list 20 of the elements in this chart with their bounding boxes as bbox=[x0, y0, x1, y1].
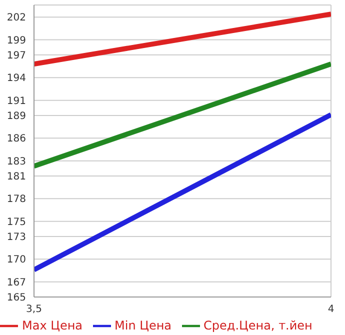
legend-label: Min Цена bbox=[114, 318, 172, 332]
y-tick-label: 170 bbox=[6, 254, 26, 266]
y-tick-label: 189 bbox=[6, 110, 26, 122]
x-tick-label: 4 bbox=[328, 304, 334, 316]
legend-label: Сред.Цена, т.йен bbox=[204, 318, 312, 332]
y-tick-label: 186 bbox=[6, 134, 26, 145]
y-tick-label: 197 bbox=[6, 50, 26, 62]
y-tick-label: 173 bbox=[6, 232, 26, 244]
y-tick-label: 191 bbox=[6, 96, 26, 107]
x-tick-label: 3,5 bbox=[26, 304, 42, 316]
legend-label: Max Цена bbox=[22, 318, 83, 332]
y-tick-label: 175 bbox=[6, 216, 26, 228]
y-tick-label: 199 bbox=[6, 35, 26, 46]
y-tick-label: 165 bbox=[6, 292, 26, 304]
y-tick-label: 178 bbox=[6, 194, 26, 206]
y-tick-label: 202 bbox=[6, 12, 26, 24]
y-tick-label: 183 bbox=[6, 156, 26, 168]
y-tick-label: 194 bbox=[6, 73, 26, 84]
y-tick-label: 167 bbox=[6, 277, 26, 288]
y-tick-label: 181 bbox=[6, 172, 26, 183]
